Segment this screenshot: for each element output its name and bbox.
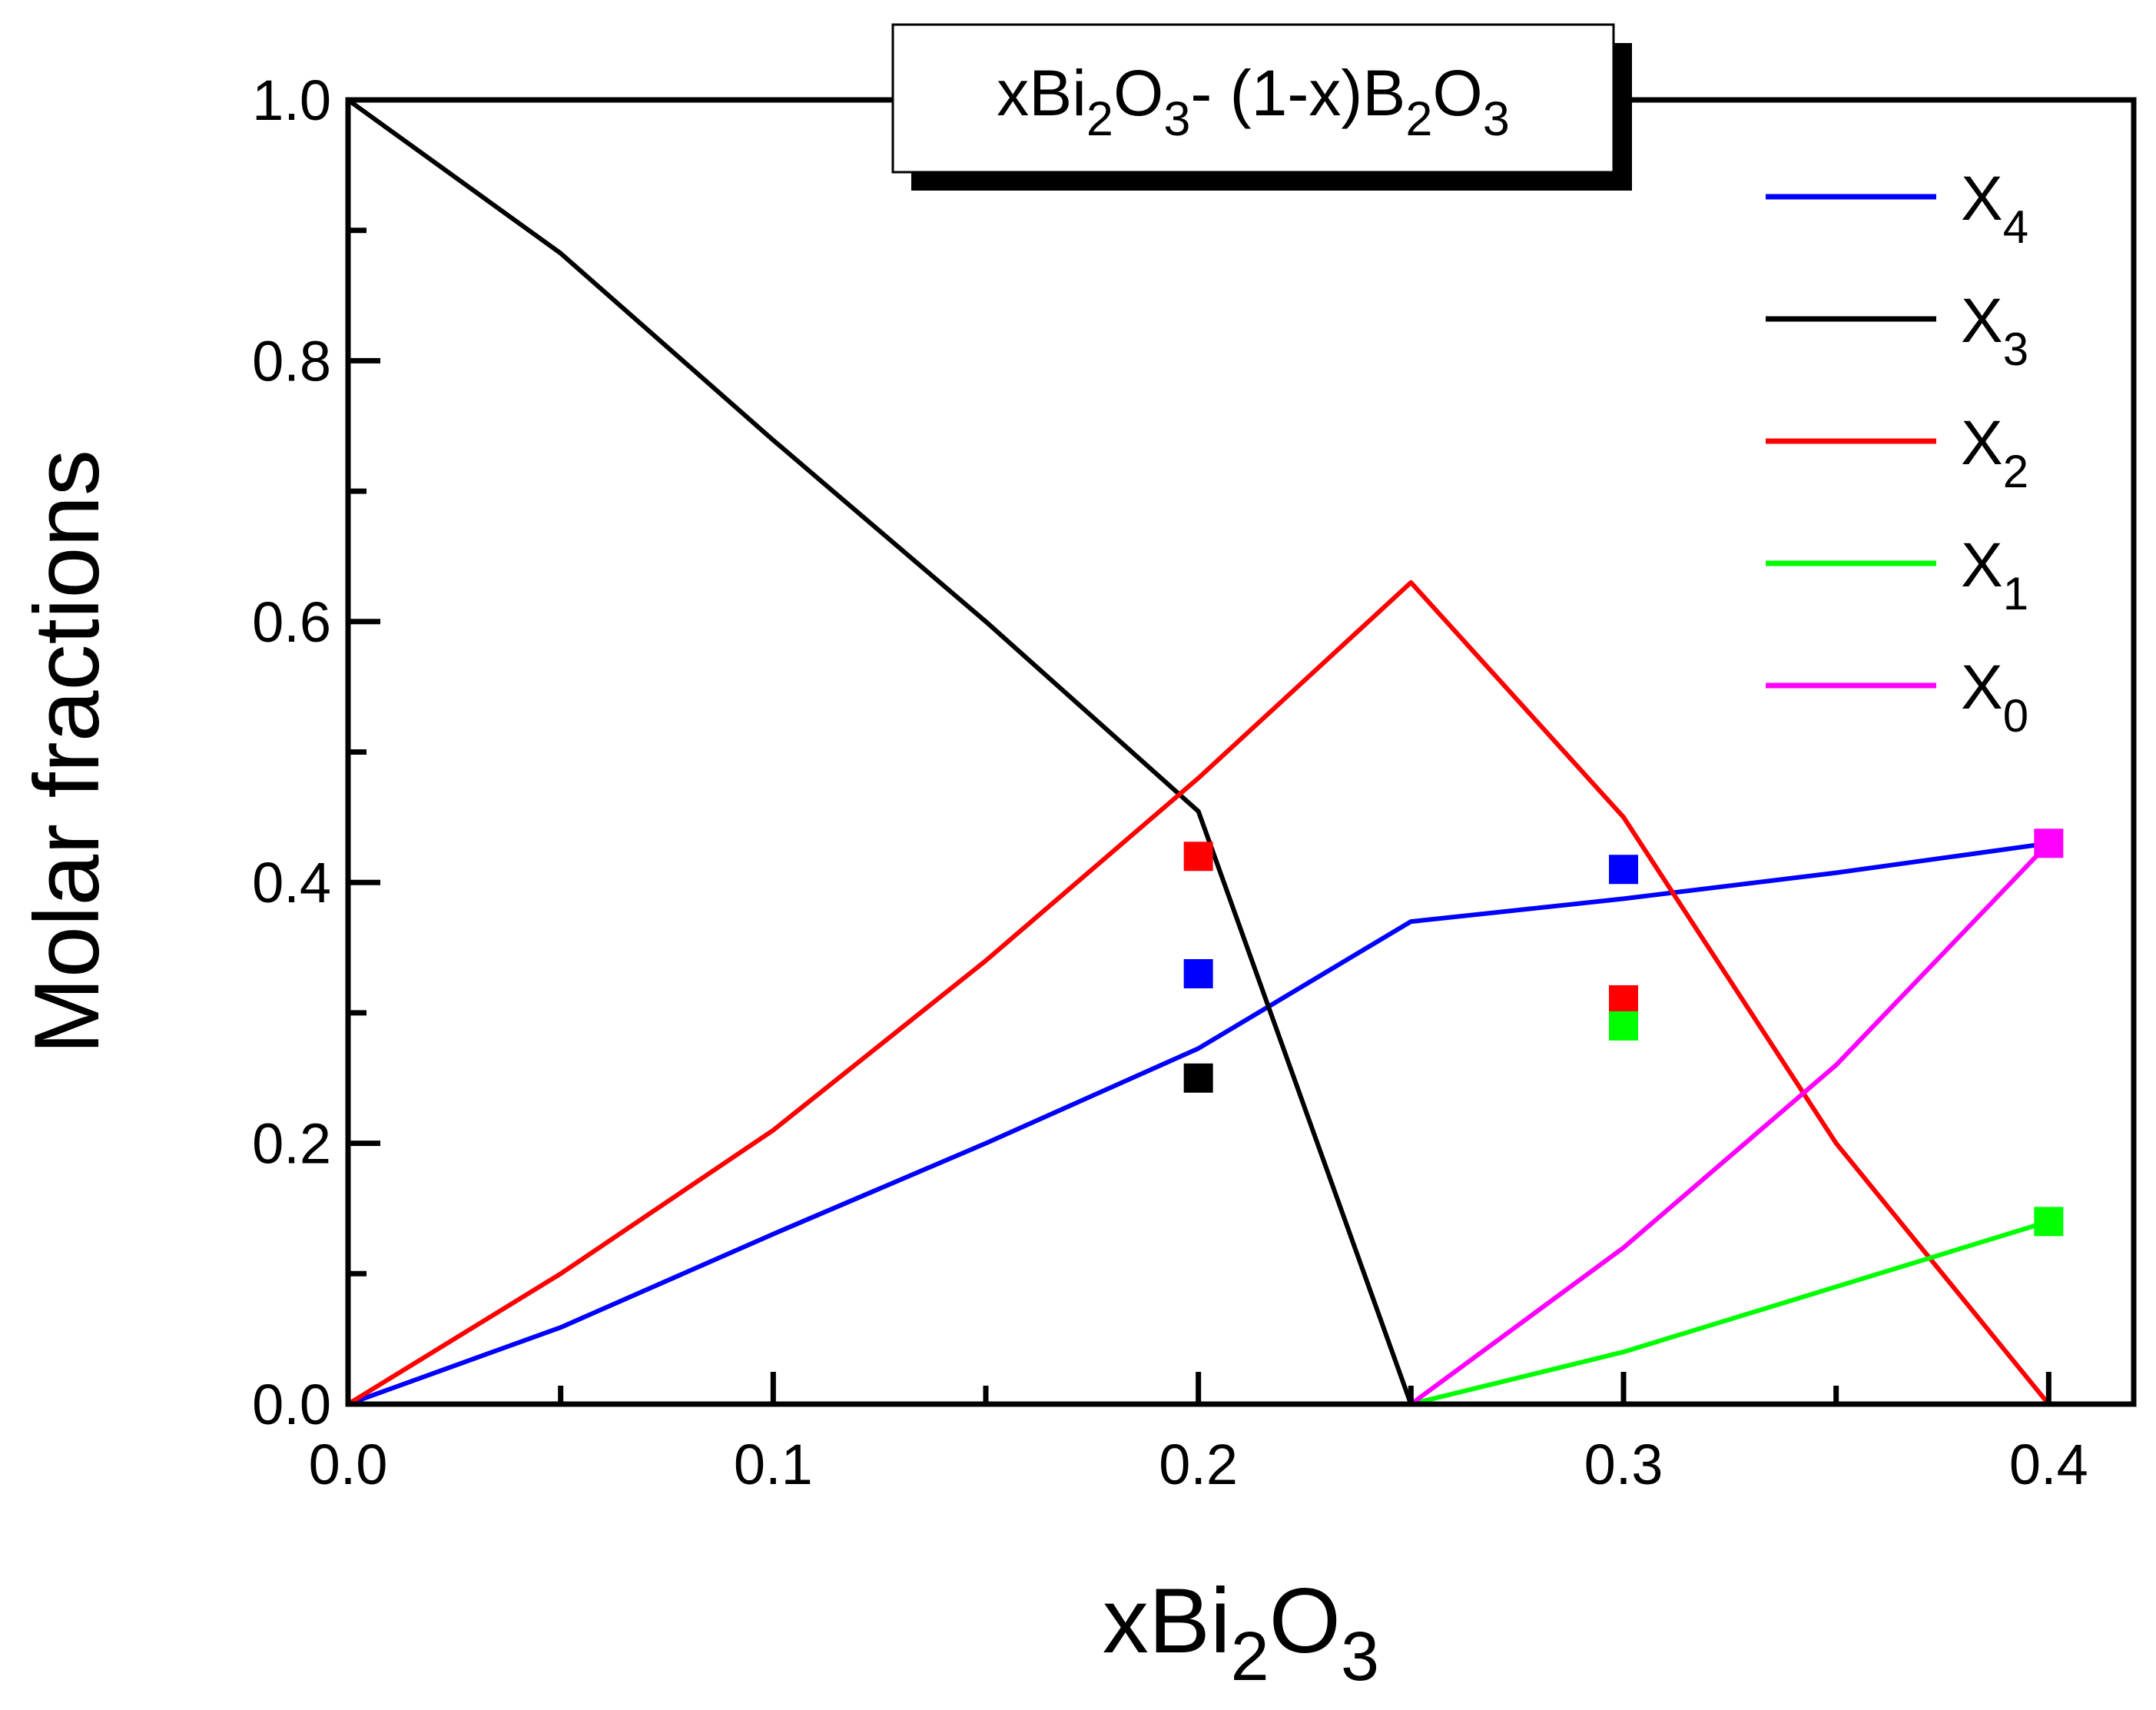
- plot-layer: [347, 98, 2134, 1406]
- legend-label: X2: [1961, 408, 2028, 497]
- subscript: 3: [1483, 92, 1510, 146]
- x-axis-title: xBi2O3: [1103, 1569, 1379, 1695]
- series-x3-line: [347, 98, 1414, 1406]
- legend-item-x1: X1: [1766, 530, 2028, 619]
- series-x2-marker: [1183, 842, 1213, 872]
- legend-item-x2: X2: [1766, 408, 2028, 497]
- x-tick-label: 0.0: [309, 1433, 388, 1496]
- series-x4-line: [347, 841, 2049, 1406]
- legend-label-subscript: 4: [2003, 201, 2028, 253]
- chart-title-box: xBi2O3- (1-x)B2O3: [891, 23, 1632, 191]
- legend-label: X3: [1961, 286, 2028, 375]
- series-x3-marker: [1183, 1063, 1213, 1093]
- series-x4-marker: [1183, 958, 1213, 988]
- y-tick-label: 1.0: [252, 68, 331, 132]
- legend-label-base: X: [1961, 164, 2003, 234]
- legend-label-base: X: [1961, 652, 2003, 722]
- legend-label-subscript: 3: [2003, 324, 2028, 375]
- series-x1-marker: [2034, 1207, 2064, 1237]
- x-tick-label: 0.4: [2009, 1433, 2088, 1496]
- legend-label-subscript: 1: [2003, 568, 2028, 619]
- x-tick-labels: 0.0 0.1 0.2 0.3 0.4: [309, 1433, 2088, 1496]
- axis-ticks: [345, 97, 2052, 1407]
- series-x0-marker: [2034, 828, 2064, 858]
- y-tick-label: 0.0: [252, 1373, 331, 1436]
- plot-frame: [345, 97, 2137, 1407]
- y-tick-label: 0.4: [252, 851, 331, 915]
- series-x1-marker: [1609, 1011, 1638, 1041]
- legend-label-subscript: 2: [2003, 446, 2028, 497]
- subscript: 2: [1231, 1619, 1269, 1695]
- y-tick-label: 0.6: [252, 590, 331, 654]
- series-x0-line: [348, 842, 2051, 1406]
- legend-item-x3: X3: [1766, 286, 2028, 375]
- subscript: 3: [1163, 92, 1190, 146]
- legend-label: X4: [1961, 164, 2028, 253]
- subscript: 2: [1086, 92, 1113, 146]
- text-part: xBi: [997, 57, 1086, 129]
- text-part: O: [1269, 1569, 1341, 1672]
- y-axis-title: Molar fractions: [15, 450, 118, 1054]
- subscript: 2: [1405, 92, 1432, 146]
- text-part: O: [1113, 57, 1163, 129]
- x-tick-label: 0.3: [1584, 1433, 1663, 1496]
- text-part: xBi: [1103, 1569, 1231, 1672]
- series-x2-line: [347, 579, 2134, 1406]
- series-x4-marker: [1609, 855, 1638, 885]
- legend-item-x4: X4: [1766, 164, 2028, 253]
- legend-label-base: X: [1961, 286, 2003, 356]
- chart-title: xBi2O3- (1-x)B2O3: [997, 57, 1510, 146]
- x-tick-label: 0.1: [734, 1433, 813, 1496]
- y-tick-labels: 0.0 0.2 0.4 0.6 0.8 1.0: [252, 68, 331, 1436]
- y-tick-label: 0.8: [252, 329, 331, 393]
- legend-item-x0: X0: [1766, 652, 2028, 742]
- title-frame: [891, 23, 1615, 174]
- legend-label-base: X: [1961, 408, 2003, 478]
- legend-label-subscript: 0: [2003, 690, 2028, 742]
- series-x2-marker: [1609, 984, 1638, 1014]
- legend-label-base: X: [1961, 530, 2003, 600]
- x-tick-label: 0.2: [1159, 1433, 1238, 1496]
- text-part: O: [1432, 57, 1482, 129]
- y-tick-label: 0.2: [252, 1112, 331, 1176]
- legend-label: X1: [1961, 530, 2028, 619]
- legend-label: X0: [1961, 652, 2028, 742]
- text-part: - (1-x)B: [1190, 57, 1405, 129]
- plot-border: [345, 97, 2137, 1407]
- subscript: 3: [1341, 1619, 1379, 1695]
